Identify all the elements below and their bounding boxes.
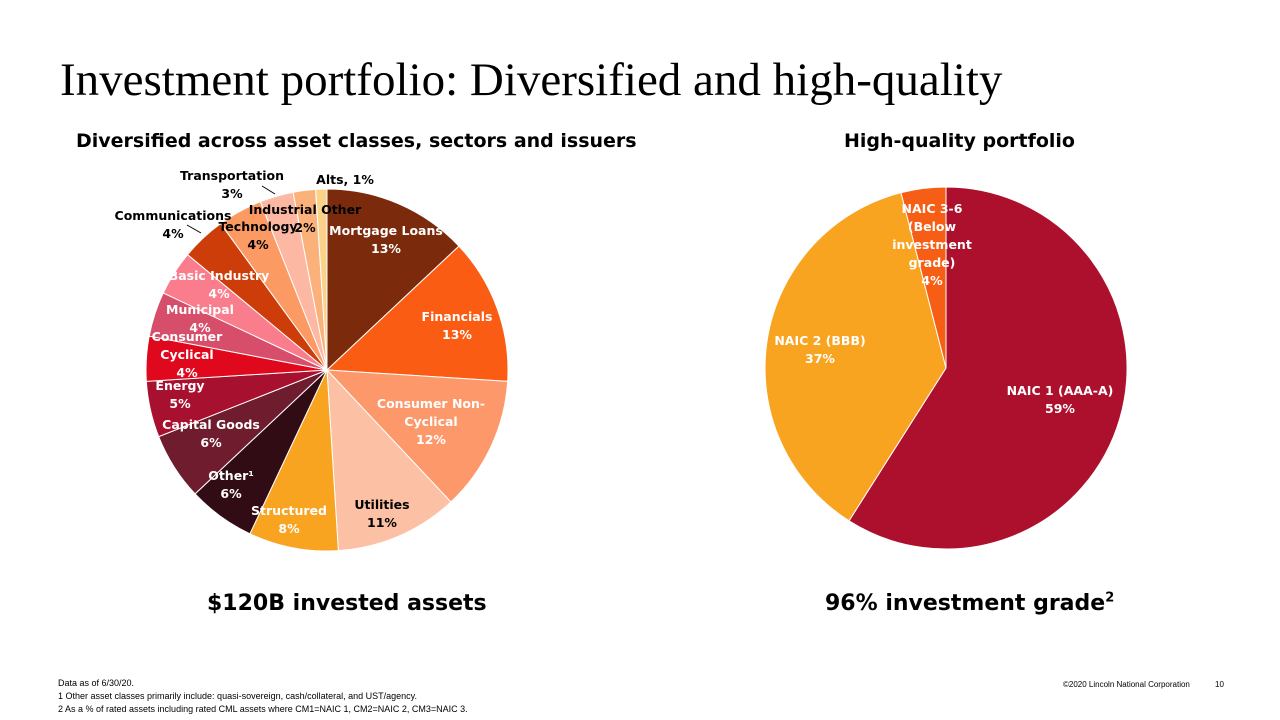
footnote-2: 2 As a % of rated assets including rated… <box>58 704 468 714</box>
left-pie-slice-structured <box>249 369 339 552</box>
left-pie-slice-consumer-non-cyclical <box>325 369 509 503</box>
label-utilities: Utilities 11% <box>354 497 409 530</box>
page-title: Investment portfolio: Diversified and hi… <box>60 54 1003 106</box>
label-technology: Technology 4% <box>218 219 297 252</box>
label-mortgage-loans: Mortgage Loans 13% <box>329 223 443 256</box>
label-capital-goods: Capital Goods 6% <box>162 417 260 450</box>
investment-grade-stat: 96% investment grade2 <box>825 591 1114 616</box>
right-pie-slice-naic-2-bbb <box>764 192 947 522</box>
label-consumer-non-cyclical: Consumer Non-Cyclical 12% <box>377 396 485 447</box>
label-financials: Financials 13% <box>422 309 493 342</box>
label-consumer-cyclical: Consumer Cyclical 4% <box>152 329 224 380</box>
label-industrial-other: Industrial Other 2% <box>249 202 362 235</box>
label-basic-industry: Basic Industry 4% <box>169 268 270 301</box>
leader-line-communications <box>186 224 202 234</box>
right-chart-subtitle: High-quality portfolio <box>844 130 1075 152</box>
left-pie-slice-financials <box>325 245 509 382</box>
label-energy: Energy 5% <box>155 378 204 411</box>
leader-line-transportation <box>261 185 276 195</box>
label-other: Other¹ 6% <box>208 468 254 501</box>
label-municipal: Municipal 4% <box>166 302 234 335</box>
right-pie-slice-naic-3-6-below-investment-grade <box>900 186 947 369</box>
label-naic-2: NAIC 2 (BBB) 37% <box>774 333 865 366</box>
chart-labels: Mortgage Loans 13% Financials 13% Consumer N… <box>115 168 1114 536</box>
label-structured: Structured 8% <box>251 503 327 536</box>
footnotes: Data as of 6/30/20. 1 Other asset classe… <box>58 677 468 716</box>
invested-assets-stat: $120B invested assets <box>207 591 487 616</box>
label-naic-1: NAIC 1 (AAA-A) 59% <box>1007 383 1114 416</box>
left-pie-chart <box>145 188 509 552</box>
copyright: ©2020 Lincoln National Corporation <box>1063 680 1190 689</box>
footnote-1: 1 Other asset classes primarily include:… <box>58 691 417 701</box>
right-pie-chart <box>764 186 1128 550</box>
label-communications: Communications 4% <box>115 208 232 241</box>
investment-grade-text: 96% investment grade <box>825 591 1106 616</box>
footnote-data-date: Data as of 6/30/20. <box>58 678 135 688</box>
label-alts: Alts, 1% <box>316 172 374 187</box>
label-transportation: Transportation 3% <box>180 168 284 201</box>
right-pie-slice-naic-1-aaa-a <box>848 186 1128 550</box>
left-pie-slice-utilities <box>326 368 452 552</box>
footnote-marker: 2 <box>1105 590 1115 606</box>
label-naic-3-6: NAIC 3-6 (Below investment grade) 4% <box>892 201 972 288</box>
page-number: 10 <box>1215 680 1224 689</box>
left-pie-slice-alts <box>315 188 328 371</box>
left-chart-subtitle: Diversified across asset classes, sector… <box>76 130 637 152</box>
left-pie-slice-mortgage-loans <box>326 188 460 372</box>
